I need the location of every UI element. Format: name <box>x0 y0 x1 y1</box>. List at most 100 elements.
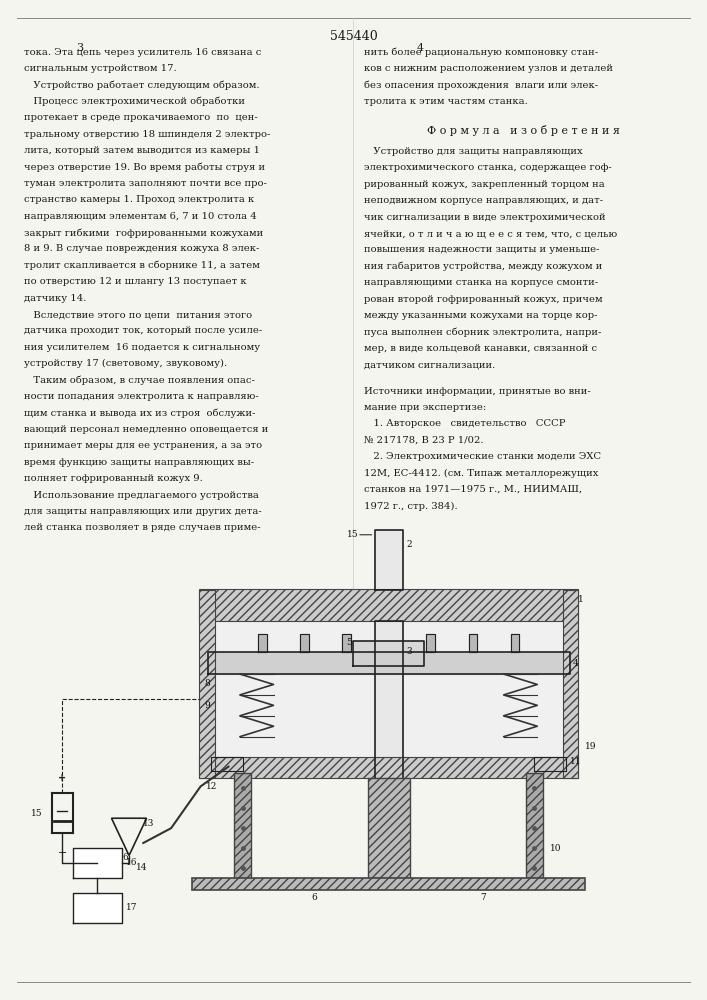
Text: 5: 5 <box>346 638 352 647</box>
Polygon shape <box>211 757 243 771</box>
Text: Процесс электрохимической обработки: Процесс электрохимической обработки <box>24 97 245 106</box>
Text: лита, который затем выводится из камеры 1: лита, который затем выводится из камеры … <box>24 146 259 155</box>
Text: неподвижном корпусе направляющих, и дат-: неподвижном корпусе направляющих, и дат- <box>364 196 603 205</box>
Text: закрыт гибкими  гофрированными кожухами: закрыт гибкими гофрированными кожухами <box>24 228 263 238</box>
Text: Вследствие этого по цепи  питания этого: Вследствие этого по цепи питания этого <box>24 310 252 319</box>
Text: ния габаритов устройства, между кожухом и: ния габаритов устройства, между кожухом … <box>364 262 602 271</box>
Text: 6: 6 <box>122 853 128 862</box>
Text: время функцию защиты направляющих вы-: время функцию защиты направляющих вы- <box>24 458 254 467</box>
Text: ния усилителем  16 подается к сигнальному: ния усилителем 16 подается к сигнальному <box>24 343 260 352</box>
Text: 15: 15 <box>31 809 42 818</box>
Text: мер, в виде кольцевой канавки, связанной с: мер, в виде кольцевой канавки, связанной… <box>364 344 597 353</box>
Polygon shape <box>208 652 570 674</box>
Text: вающий персонал немедленно оповещается и: вающий персонал немедленно оповещается и <box>24 425 268 434</box>
Text: 1. Авторское   свидетельство   СССР: 1. Авторское свидетельство СССР <box>364 419 566 428</box>
Text: по отверстию 12 и шлангу 13 поступает к: по отверстию 12 и шлангу 13 поступает к <box>24 277 247 286</box>
Text: Устройство для защиты направляющих: Устройство для защиты направляющих <box>364 147 583 156</box>
Text: мание при экспертизе:: мание при экспертизе: <box>364 403 486 412</box>
Polygon shape <box>73 893 122 923</box>
Text: датчику 14.: датчику 14. <box>24 294 86 303</box>
Text: принимает меры для ее устранения, а за это: принимает меры для ее устранения, а за э… <box>24 441 262 450</box>
Text: тролит скапливается в сборнике 11, а затем: тролит скапливается в сборнике 11, а зат… <box>24 261 259 270</box>
Text: 17: 17 <box>126 903 137 912</box>
Text: сигнальным устройством 17.: сигнальным устройством 17. <box>24 64 177 73</box>
Polygon shape <box>426 634 435 652</box>
Text: нить более рациональную компоновку стан-: нить более рациональную компоновку стан- <box>364 48 598 57</box>
Text: направляющими станка на корпусе смонти-: направляющими станка на корпусе смонти- <box>364 278 598 287</box>
Text: 16: 16 <box>126 858 137 867</box>
Text: 1: 1 <box>578 595 584 604</box>
Text: для защиты направляющих или других дета-: для защиты направляющих или других дета- <box>24 507 262 516</box>
Text: 2: 2 <box>406 540 411 549</box>
Text: полняет гофрированный кожух 9.: полняет гофрированный кожух 9. <box>24 474 203 483</box>
Bar <box>192 878 585 890</box>
Polygon shape <box>300 634 309 652</box>
Polygon shape <box>469 634 477 652</box>
Text: тральному отверстию 18 шпинделя 2 электро-: тральному отверстию 18 шпинделя 2 электр… <box>24 130 270 139</box>
Polygon shape <box>354 641 423 666</box>
Text: 4: 4 <box>416 43 423 53</box>
Text: электрохимического станка, содержащее гоф-: электрохимического станка, содержащее го… <box>364 163 612 172</box>
Text: протекает в среде прокачиваемого  по  цен-: протекает в среде прокачиваемого по цен- <box>24 113 257 122</box>
Text: 13: 13 <box>143 819 154 828</box>
Text: ков с нижним расположением узлов и деталей: ков с нижним расположением узлов и детал… <box>364 64 613 73</box>
Text: рированный кожух, закрепленный торцом на: рированный кожух, закрепленный торцом на <box>364 180 604 189</box>
Polygon shape <box>534 757 566 771</box>
Text: 12М, ЕС-4412. (см. Типаж металлорежущих: 12М, ЕС-4412. (см. Типаж металлорежущих <box>364 469 598 478</box>
Text: Источники информации, принятые во вни-: Источники информации, принятые во вни- <box>364 387 591 396</box>
Polygon shape <box>375 621 402 858</box>
Bar <box>234 773 252 878</box>
Text: 7: 7 <box>480 893 486 902</box>
Text: 4: 4 <box>573 659 579 668</box>
Text: № 217178, В 23 Р 1/02.: № 217178, В 23 Р 1/02. <box>364 436 484 445</box>
Text: 3: 3 <box>76 43 83 53</box>
Bar <box>199 757 578 778</box>
Text: датчиком сигнализации.: датчиком сигнализации. <box>364 360 496 369</box>
Text: без опасения прохождения  влаги или элек-: без опасения прохождения влаги или элек- <box>364 80 598 90</box>
Text: 1972 г., стр. 384).: 1972 г., стр. 384). <box>364 501 457 511</box>
Text: 9: 9 <box>204 701 210 710</box>
Text: Ф о р м у л а   и з о б р е т е н и я: Ф о р м у л а и з о б р е т е н и я <box>427 125 620 136</box>
Text: лей станка позволяет в ряде случаев приме-: лей станка позволяет в ряде случаев прим… <box>24 523 260 532</box>
Text: Использование предлагаемого устройства: Использование предлагаемого устройства <box>24 491 259 500</box>
Text: чик сигнализации в виде электрохимической: чик сигнализации в виде электрохимическо… <box>364 213 606 222</box>
Text: 545440: 545440 <box>329 30 378 43</box>
Text: щим станка и вывода их из строя  обслужи-: щим станка и вывода их из строя обслужи- <box>24 409 255 418</box>
Text: устройству 17 (световому, звуковому).: устройству 17 (световому, звуковому). <box>24 359 227 368</box>
Bar <box>199 589 578 621</box>
Text: датчика проходит ток, который после усиле-: датчика проходит ток, который после усил… <box>24 326 262 335</box>
Text: станков на 1971—1975 г., М., НИИМАШ,: станков на 1971—1975 г., М., НИИМАШ, <box>364 485 582 494</box>
Text: 12: 12 <box>206 782 217 791</box>
Text: повышения надежности защиты и уменьше-: повышения надежности защиты и уменьше- <box>364 245 600 254</box>
Text: между указанными кожухами на торце кор-: между указанными кожухами на торце кор- <box>364 311 597 320</box>
Polygon shape <box>258 634 267 652</box>
Text: направляющим элементам 6, 7 и 10 стола 4: направляющим элементам 6, 7 и 10 стола 4 <box>24 212 257 221</box>
Text: 19: 19 <box>585 742 597 751</box>
Text: 11: 11 <box>570 757 581 766</box>
Text: тролита к этим частям станка.: тролита к этим частям станка. <box>364 97 527 106</box>
Bar <box>368 778 409 878</box>
Text: 8 и 9. В случае повреждения кожуха 8 элек-: 8 и 9. В случае повреждения кожуха 8 эле… <box>24 244 259 253</box>
Text: 14: 14 <box>136 863 148 872</box>
Text: пуса выполнен сборник электролита, напри-: пуса выполнен сборник электролита, напри… <box>364 327 602 337</box>
Text: рован второй гофрированный кожух, причем: рован второй гофрированный кожух, причем <box>364 295 602 304</box>
Polygon shape <box>342 634 351 652</box>
Text: 2. Электрохимические станки модели ЭХС: 2. Электрохимические станки модели ЭХС <box>364 452 601 461</box>
Bar <box>526 773 543 878</box>
Text: 15: 15 <box>346 530 358 539</box>
Text: 8: 8 <box>204 679 210 688</box>
Bar <box>199 589 215 778</box>
Text: 6: 6 <box>311 893 317 902</box>
Text: тока. Эта цепь через усилитель 16 связана с: тока. Эта цепь через усилитель 16 связан… <box>24 48 261 57</box>
Text: через отверстие 19. Во время работы струя и: через отверстие 19. Во время работы стру… <box>24 162 265 172</box>
Text: странство камеры 1. Проход электролита к: странство камеры 1. Проход электролита к <box>24 195 254 204</box>
Text: туман электролита заполняют почти все про-: туман электролита заполняют почти все пр… <box>24 179 267 188</box>
Bar <box>215 621 563 757</box>
Text: 10: 10 <box>550 844 562 853</box>
Text: ячейки, о т л и ч а ю щ е е с я тем, что, с целью: ячейки, о т л и ч а ю щ е е с я тем, что… <box>364 229 617 238</box>
Text: +: + <box>59 773 66 783</box>
Text: −: − <box>58 848 67 858</box>
Bar <box>563 589 578 778</box>
Text: 3: 3 <box>406 647 411 656</box>
Polygon shape <box>510 634 519 652</box>
